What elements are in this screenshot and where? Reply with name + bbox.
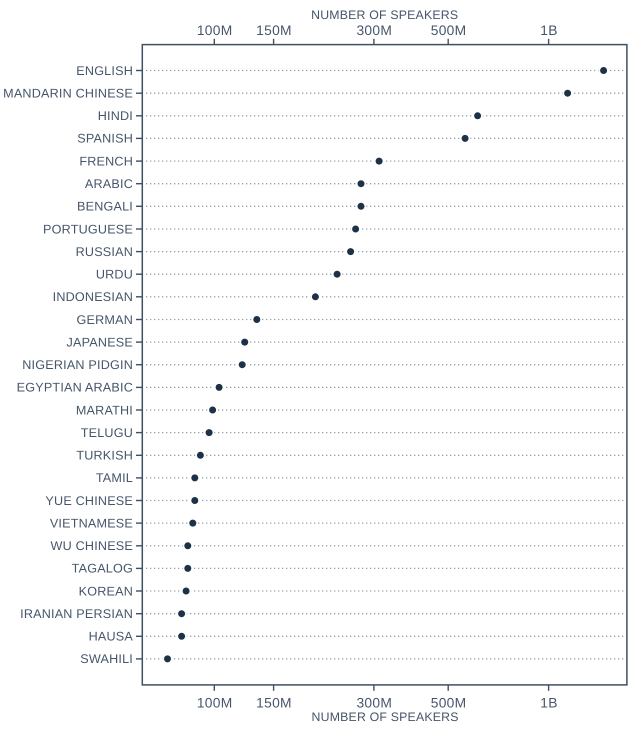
svg-text:JAPANESE: JAPANESE xyxy=(67,335,133,349)
svg-text:100M: 100M xyxy=(197,696,233,711)
svg-text:INDONESIAN: INDONESIAN xyxy=(53,290,133,304)
svg-text:URDU: URDU xyxy=(96,268,133,282)
svg-text:RUSSIAN: RUSSIAN xyxy=(76,245,133,259)
svg-text:ARABIC: ARABIC xyxy=(85,177,133,191)
svg-text:EGYPTIAN ARABIC: EGYPTIAN ARABIC xyxy=(17,381,133,395)
svg-text:1B: 1B xyxy=(540,696,557,711)
svg-text:TAMIL: TAMIL xyxy=(96,471,133,485)
svg-text:HAUSA: HAUSA xyxy=(89,630,134,644)
svg-text:TURKISH: TURKISH xyxy=(76,449,133,463)
svg-text:IRANIAN PERSIAN: IRANIAN PERSIAN xyxy=(20,607,133,621)
svg-text:ENGLISH: ENGLISH xyxy=(76,64,133,78)
svg-text:FRENCH: FRENCH xyxy=(79,154,133,168)
svg-text:MANDARIN CHINESE: MANDARIN CHINESE xyxy=(3,87,133,101)
svg-text:MARATHI: MARATHI xyxy=(76,403,133,417)
svg-text:NUMBER OF SPEAKERS: NUMBER OF SPEAKERS xyxy=(311,8,458,22)
svg-text:1B: 1B xyxy=(540,23,557,38)
svg-text:HINDI: HINDI xyxy=(98,109,133,123)
svg-text:PORTUGUESE: PORTUGUESE xyxy=(43,222,133,236)
svg-text:500M: 500M xyxy=(431,23,467,38)
svg-text:TELUGU: TELUGU xyxy=(81,426,133,440)
svg-text:SPANISH: SPANISH xyxy=(77,132,133,146)
svg-text:TAGALOG: TAGALOG xyxy=(72,562,133,576)
svg-text:300M: 300M xyxy=(356,23,392,38)
svg-text:150M: 150M xyxy=(256,696,292,711)
svg-text:SWAHILI: SWAHILI xyxy=(80,652,133,666)
svg-text:VIETNAMESE: VIETNAMESE xyxy=(50,516,133,530)
svg-text:GERMAN: GERMAN xyxy=(77,313,133,327)
svg-text:150M: 150M xyxy=(256,23,292,38)
svg-text:500M: 500M xyxy=(431,696,467,711)
svg-text:100M: 100M xyxy=(197,23,233,38)
svg-text:KOREAN: KOREAN xyxy=(79,584,133,598)
svg-text:NIGERIAN PIDGIN: NIGERIAN PIDGIN xyxy=(22,358,133,372)
svg-text:NUMBER OF SPEAKERS: NUMBER OF SPEAKERS xyxy=(312,710,459,724)
svg-text:BENGALI: BENGALI xyxy=(77,200,133,214)
svg-text:300M: 300M xyxy=(356,696,392,711)
svg-text:WU CHINESE: WU CHINESE xyxy=(51,539,133,553)
svg-text:YUE CHINESE: YUE CHINESE xyxy=(45,494,133,508)
